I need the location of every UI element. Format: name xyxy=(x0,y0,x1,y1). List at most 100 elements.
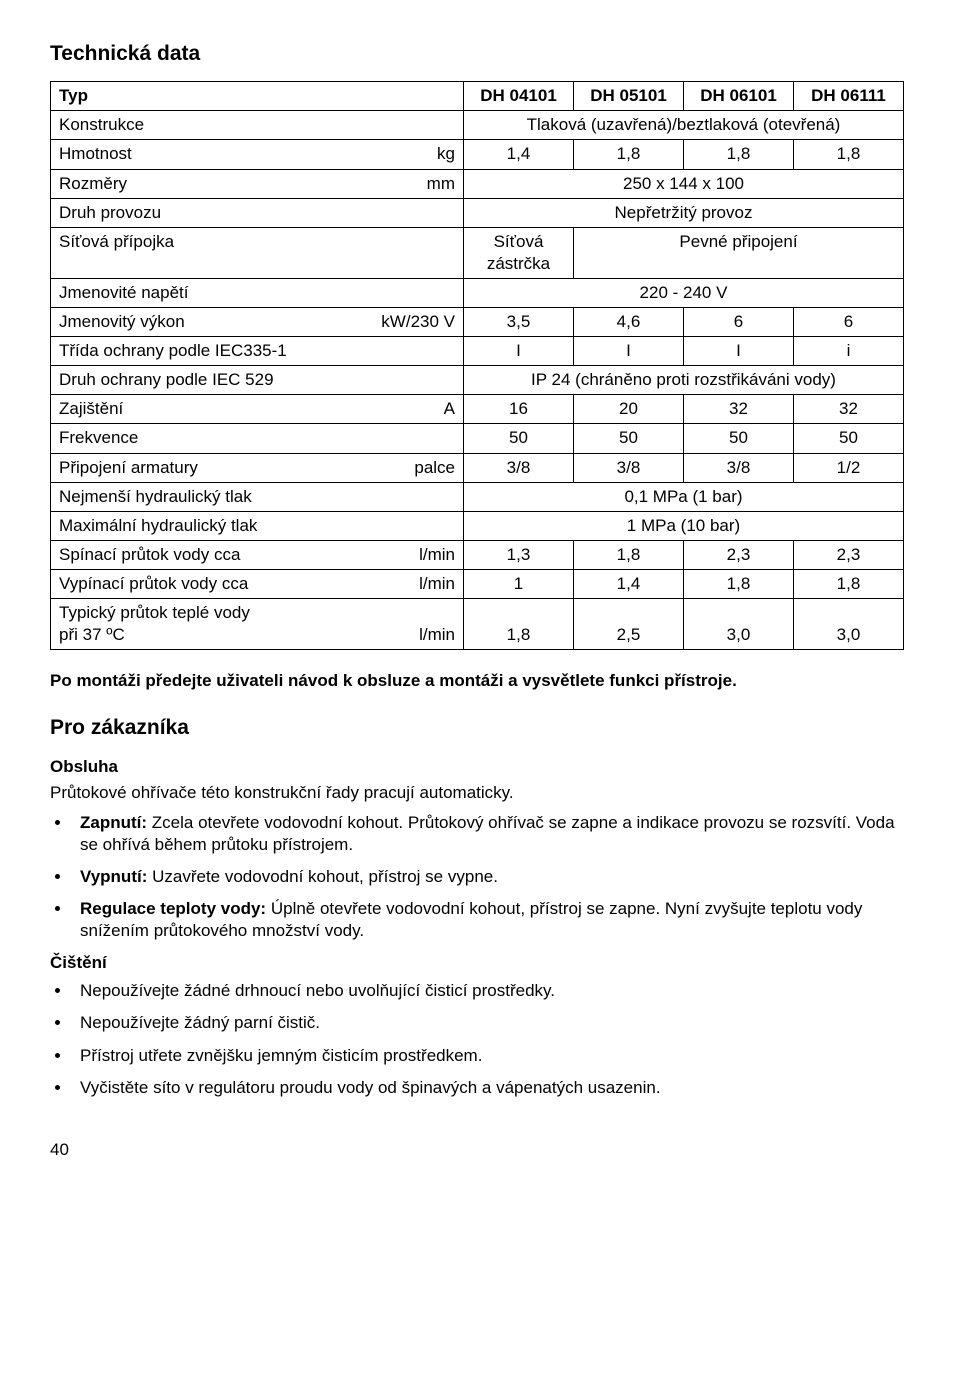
rozmery-unit: mm xyxy=(427,173,455,195)
zajisteni-v3: 32 xyxy=(794,395,904,424)
typicky-unit: l/min xyxy=(419,624,455,646)
th-dh05101: DH 05101 xyxy=(574,82,684,111)
cisteni-list: Nepoužívejte žádné drhnoucí nebo uvolňuj… xyxy=(50,980,904,1098)
spinaci-v2: 2,3 xyxy=(684,540,794,569)
vykon-v3: 6 xyxy=(794,308,904,337)
row-rozmery-val: 250 x 144 x 100 xyxy=(464,169,904,198)
frekvence-v1: 50 xyxy=(574,424,684,453)
technical-data-table: Typ DH 04101 DH 05101 DH 06101 DH 06111 … xyxy=(50,81,904,650)
list-item: Regulace teploty vody: Úplně otevřete vo… xyxy=(72,898,904,942)
typicky-v3: 3,0 xyxy=(794,598,904,649)
vykon-unit: kW/230 V xyxy=(381,311,455,333)
obsluha-list: Zapnutí: Zcela otevřete vodovodní kohout… xyxy=(50,812,904,942)
trida335-v1: I xyxy=(574,337,684,366)
zajisteni-v2: 32 xyxy=(684,395,794,424)
row-maxtlak-val: 1 MPa (10 bar) xyxy=(464,511,904,540)
vykon-v0: 3,5 xyxy=(464,308,574,337)
armatura-v2: 3/8 xyxy=(684,453,794,482)
th-typ: Typ xyxy=(51,82,464,111)
hmotnost-v1: 1,8 xyxy=(574,140,684,169)
row-rozmery-label: Rozměry mm xyxy=(51,169,464,198)
rozmery-text: Rozměry xyxy=(59,174,127,193)
row-maxtlak-label: Maximální hydraulický tlak xyxy=(51,511,464,540)
vypinaci-v0: 1 xyxy=(464,569,574,598)
vykon-v2: 6 xyxy=(684,308,794,337)
cisteni-title: Čištění xyxy=(50,952,904,974)
vykon-text: Jmenovitý výkon xyxy=(59,312,185,331)
page-number: 40 xyxy=(50,1139,904,1161)
th-dh06111: DH 06111 xyxy=(794,82,904,111)
typicky-v0: 1,8 xyxy=(464,598,574,649)
row-druhprovozu-val: Nepřetržitý provoz xyxy=(464,198,904,227)
zajisteni-v1: 20 xyxy=(574,395,684,424)
row-typicky-label: Typický průtok teplé vody při 37 ºC l/min xyxy=(51,598,464,649)
row-vypinaci-label: Vypínací průtok vody cca l/min xyxy=(51,569,464,598)
row-mintlak-val: 0,1 MPa (1 bar) xyxy=(464,482,904,511)
item-text: Zcela otevřete vodovodní kohout. Průtoko… xyxy=(80,813,895,854)
typicky-v1: 2,5 xyxy=(574,598,684,649)
list-item: Nepoužívejte žádné drhnoucí nebo uvolňuj… xyxy=(72,980,904,1002)
vypinaci-text: Vypínací průtok vody cca xyxy=(59,574,248,593)
row-pripojka-rest: Pevné připojení xyxy=(574,227,904,278)
vypinaci-unit: l/min xyxy=(419,573,455,595)
hmotnost-text: Hmotnost xyxy=(59,144,132,163)
spinaci-v0: 1,3 xyxy=(464,540,574,569)
hmotnost-v2: 1,8 xyxy=(684,140,794,169)
item-bold: Vypnutí: xyxy=(80,867,147,886)
obsluha-title: Obsluha xyxy=(50,756,904,778)
item-bold: Zapnutí: xyxy=(80,813,147,832)
armatura-v1: 3/8 xyxy=(574,453,684,482)
list-item: Přístroj utřete zvnějšku jemným čisticím… xyxy=(72,1045,904,1067)
row-pripojka-label: Síťová přípojka xyxy=(51,227,464,278)
th-dh04101: DH 04101 xyxy=(464,82,574,111)
trida335-v2: I xyxy=(684,337,794,366)
row-frekvence-label: Frekvence xyxy=(51,424,464,453)
vypinaci-v3: 1,8 xyxy=(794,569,904,598)
zajisteni-v0: 16 xyxy=(464,395,574,424)
typicky-text1: Typický průtok teplé vody xyxy=(59,603,250,622)
th-dh06101: DH 06101 xyxy=(684,82,794,111)
vypinaci-v2: 1,8 xyxy=(684,569,794,598)
row-mintlak-label: Nejmenší hydraulický tlak xyxy=(51,482,464,511)
list-item: Zapnutí: Zcela otevřete vodovodní kohout… xyxy=(72,812,904,856)
row-konstrukce-val: Tlaková (uzavřená)/beztlaková (otevřená) xyxy=(464,111,904,140)
trida335-v3: i xyxy=(794,337,904,366)
frekvence-v3: 50 xyxy=(794,424,904,453)
list-item: Nepoužívejte žádný parní čistič. xyxy=(72,1012,904,1034)
list-item: Vyčistěte síto v regulátoru proudu vody … xyxy=(72,1077,904,1099)
row-hmotnost-label: Hmotnost kg xyxy=(51,140,464,169)
spinaci-text: Spínací průtok vody cca xyxy=(59,545,240,564)
hmotnost-v0: 1,4 xyxy=(464,140,574,169)
zajisteni-text: Zajištění xyxy=(59,399,123,418)
section-pro-zakaznika: Pro zákazníka xyxy=(50,714,904,741)
list-item: Vypnutí: Uzavřete vodovodní kohout, přís… xyxy=(72,866,904,888)
typicky-v2: 3,0 xyxy=(684,598,794,649)
spinaci-v3: 2,3 xyxy=(794,540,904,569)
armatura-unit: palce xyxy=(414,457,455,479)
row-pripojka-col1: Síťová zástrčka xyxy=(464,227,574,278)
row-spinaci-label: Spínací průtok vody ccal/min xyxy=(51,540,464,569)
row-trida335-label: Třída ochrany podle IEC335-1 xyxy=(51,337,464,366)
row-zajisteni-label: Zajištění A xyxy=(51,395,464,424)
hmotnost-unit: kg xyxy=(437,143,455,165)
page-title: Technická data xyxy=(50,40,904,67)
frekvence-v2: 50 xyxy=(684,424,794,453)
zajisteni-unit: A xyxy=(444,398,455,420)
typicky-text2: při 37 ºC xyxy=(59,625,125,644)
frekvence-v0: 50 xyxy=(464,424,574,453)
armatura-v3: 1/2 xyxy=(794,453,904,482)
obsluha-intro: Průtokové ohřívače této konstrukční řady… xyxy=(50,782,904,804)
trida335-v0: I xyxy=(464,337,574,366)
row-vykon-label: Jmenovitý výkon kW/230 V xyxy=(51,308,464,337)
vypinaci-v1: 1,4 xyxy=(574,569,684,598)
armatura-text: Připojení armatury xyxy=(59,458,198,477)
after-table-note: Po montáži předejte uživateli návod k ob… xyxy=(50,670,904,692)
row-konstrukce-label: Konstrukce xyxy=(51,111,464,140)
row-druhprovozu-label: Druh provozu xyxy=(51,198,464,227)
hmotnost-v3: 1,8 xyxy=(794,140,904,169)
armatura-v0: 3/8 xyxy=(464,453,574,482)
row-armatura-label: Připojení armatury palce xyxy=(51,453,464,482)
row-napeti-val: 220 - 240 V xyxy=(464,278,904,307)
row-ochrana529-label: Druh ochrany podle IEC 529 xyxy=(51,366,464,395)
vykon-v1: 4,6 xyxy=(574,308,684,337)
